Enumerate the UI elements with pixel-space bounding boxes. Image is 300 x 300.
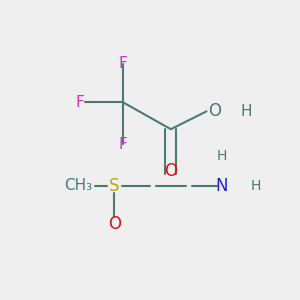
Text: F: F xyxy=(119,136,128,152)
Text: O: O xyxy=(164,162,177,180)
Text: N: N xyxy=(215,177,228,195)
Text: O: O xyxy=(108,215,121,233)
Text: CH₃: CH₃ xyxy=(64,178,93,193)
Text: F: F xyxy=(76,95,85,110)
Text: H: H xyxy=(216,149,226,163)
Text: H: H xyxy=(241,104,252,119)
Text: O: O xyxy=(208,102,221,120)
Text: S: S xyxy=(109,177,120,195)
Text: H: H xyxy=(251,179,261,193)
Text: F: F xyxy=(119,56,128,71)
